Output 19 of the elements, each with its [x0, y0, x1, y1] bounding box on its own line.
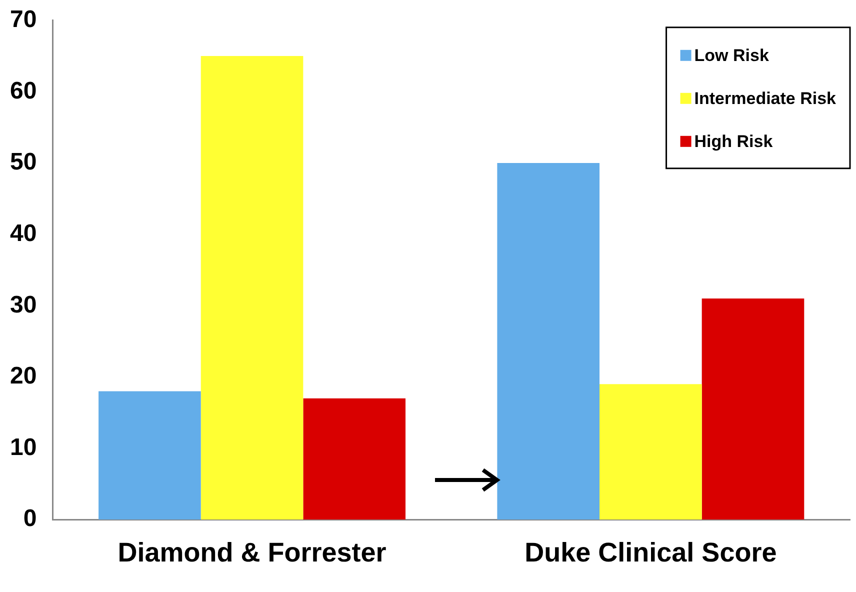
y-tick-label: 30: [10, 291, 37, 318]
bar: [98, 391, 201, 520]
y-tick-label: 70: [10, 6, 37, 34]
bar: [600, 384, 702, 520]
bar: [303, 398, 406, 520]
bar: [702, 298, 804, 520]
y-tick-label: 40: [10, 220, 37, 247]
legend-label: High Risk: [694, 132, 774, 152]
bar: [200, 56, 304, 520]
y-tick-label: 50: [10, 148, 37, 176]
legend-label: Low Risk: [694, 46, 770, 66]
bar: [497, 163, 600, 520]
y-tick-label: 60: [10, 77, 37, 104]
y-tick-label: 10: [10, 434, 37, 461]
y-tick-label: 0: [23, 505, 37, 532]
y-tick-label: 20: [10, 362, 37, 390]
legend-label: Intermediate Risk: [694, 89, 837, 108]
x-tick-label: Duke Clinical Score: [524, 537, 777, 568]
x-tick-label: Diamond & Forrester: [118, 537, 387, 568]
